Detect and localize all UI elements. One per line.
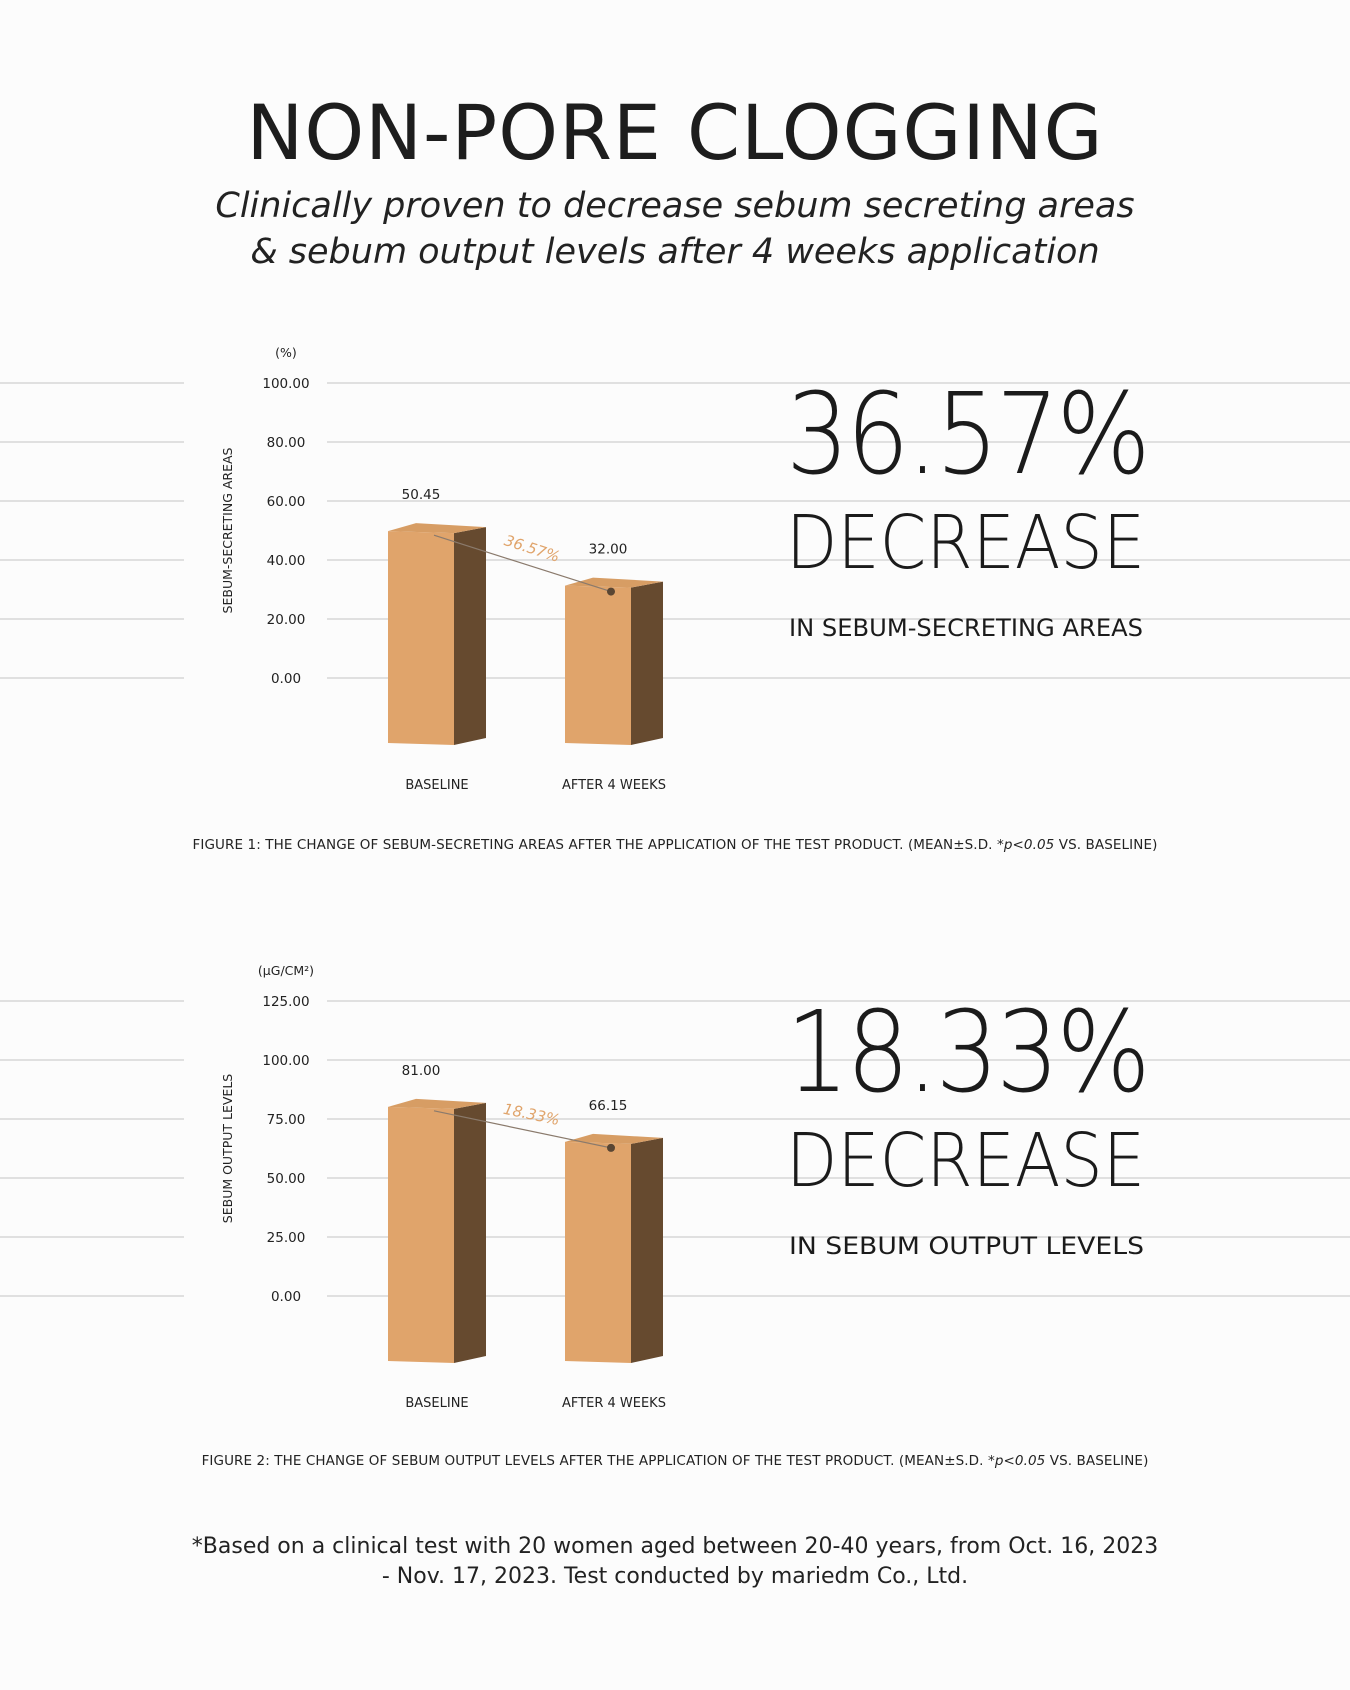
subtitle-line-2: & sebum output levels after 4 weeks appl… — [250, 232, 1100, 272]
bar-value-label: 32.00 — [589, 542, 628, 558]
footnote-line-1: *Based on a clinical test with 20 women … — [191, 1534, 1159, 1559]
highlight-word: DECREASE — [786, 1118, 1145, 1204]
figure-1-caption-end: VS. BASELINE) — [1054, 837, 1158, 853]
y-tick-label: 75.00 — [267, 1112, 306, 1128]
x-category-label: BASELINE — [405, 1396, 468, 1411]
figure-2-caption-end: VS. BASELINE) — [1045, 1453, 1149, 1469]
y-tick-label: 40.00 — [267, 553, 306, 569]
bar — [565, 585, 631, 745]
footnote-line-2: - Nov. 17, 2023. Test conducted by marie… — [381, 1564, 969, 1589]
y-tick-label: 25.00 — [267, 1230, 306, 1246]
y-tick-label: 50.00 — [267, 1171, 306, 1187]
y-tick-label: 100.00 — [262, 1053, 309, 1069]
y-tick-label: 80.00 — [267, 435, 306, 451]
y-axis-title: SEBUM-SECRETING AREAS — [220, 447, 235, 613]
figure-2-caption-text: FIGURE 2: THE CHANGE OF SEBUM OUTPUT LEV… — [201, 1453, 995, 1469]
bar-value-label: 50.45 — [402, 487, 441, 503]
x-category-label: AFTER 4 WEEKS — [562, 1396, 666, 1411]
y-tick-label: 0.00 — [271, 671, 301, 687]
sebum-output-chart: (µG/CM²) 125.00 100.00 75.00 50.00 25.00 0.00 S… — [0, 963, 1350, 1411]
x-category-label: AFTER 4 WEEKS — [562, 778, 666, 793]
highlight-word: DECREASE — [786, 500, 1145, 586]
subtitle-line-1: Clinically proven to decrease sebum secr… — [215, 186, 1135, 226]
bar-top-face — [388, 523, 486, 534]
bar-top-face — [565, 1133, 663, 1144]
bar — [388, 1106, 454, 1363]
figure-1-caption-text: FIGURE 1: THE CHANGE OF SEBUM-SECRETING … — [192, 837, 1004, 853]
change-label: 18.33% — [502, 1100, 562, 1129]
bar-side-face — [631, 581, 663, 745]
y-tick-label: 100.00 — [262, 376, 309, 392]
bar-value-label: 66.15 — [589, 1098, 628, 1114]
figure-2-caption-p: p<0.05 — [994, 1453, 1046, 1469]
figure-1-caption-p: p<0.05 — [1003, 837, 1055, 853]
trend-end-dot — [607, 1143, 615, 1152]
trend-line — [433, 1110, 612, 1149]
highlight-detail: IN SEBUM OUTPUT LEVELS — [789, 1232, 1144, 1260]
bar-top-face — [388, 1098, 486, 1109]
y-axis-title: SEBUM OUTPUT LEVELS — [220, 1074, 235, 1224]
bar-side-face — [454, 527, 486, 745]
x-category-label: BASELINE — [405, 778, 468, 793]
y-tick-label: 60.00 — [267, 494, 306, 510]
bar-side-face — [631, 1137, 663, 1363]
highlight-percent: 18.33% — [786, 988, 1148, 1118]
highlight-percent: 36.57% — [786, 370, 1148, 500]
y-tick-label: 20.00 — [267, 612, 306, 628]
y-tick-label: 0.00 — [271, 1289, 301, 1305]
trend-end-dot — [607, 587, 615, 596]
trend-line — [433, 534, 612, 593]
sebum-areas-chart: (%) 100.00 80.00 60.00 40.00 20.00 0.00 SEBUM-S… — [0, 345, 1350, 793]
figure-2-caption: FIGURE 2: THE CHANGE OF SEBUM OUTPUT LEV… — [0, 1453, 1350, 1469]
figure-1-caption: FIGURE 1: THE CHANGE OF SEBUM-SECRETING … — [0, 837, 1350, 853]
bar — [388, 531, 454, 745]
highlight-detail: IN SEBUM-SECRETING AREAS — [789, 614, 1143, 642]
y-unit-label: (µG/CM²) — [258, 963, 314, 978]
page-title: NON-PORE CLOGGING — [246, 88, 1104, 177]
bar-value-label: 81.00 — [402, 1063, 441, 1079]
y-tick-label: 125.00 — [262, 994, 309, 1010]
bar — [565, 1141, 631, 1363]
bar-side-face — [454, 1102, 486, 1363]
y-unit-label: (%) — [275, 345, 297, 360]
footnote: *Based on a clinical test with 20 women … — [0, 1532, 1350, 1592]
